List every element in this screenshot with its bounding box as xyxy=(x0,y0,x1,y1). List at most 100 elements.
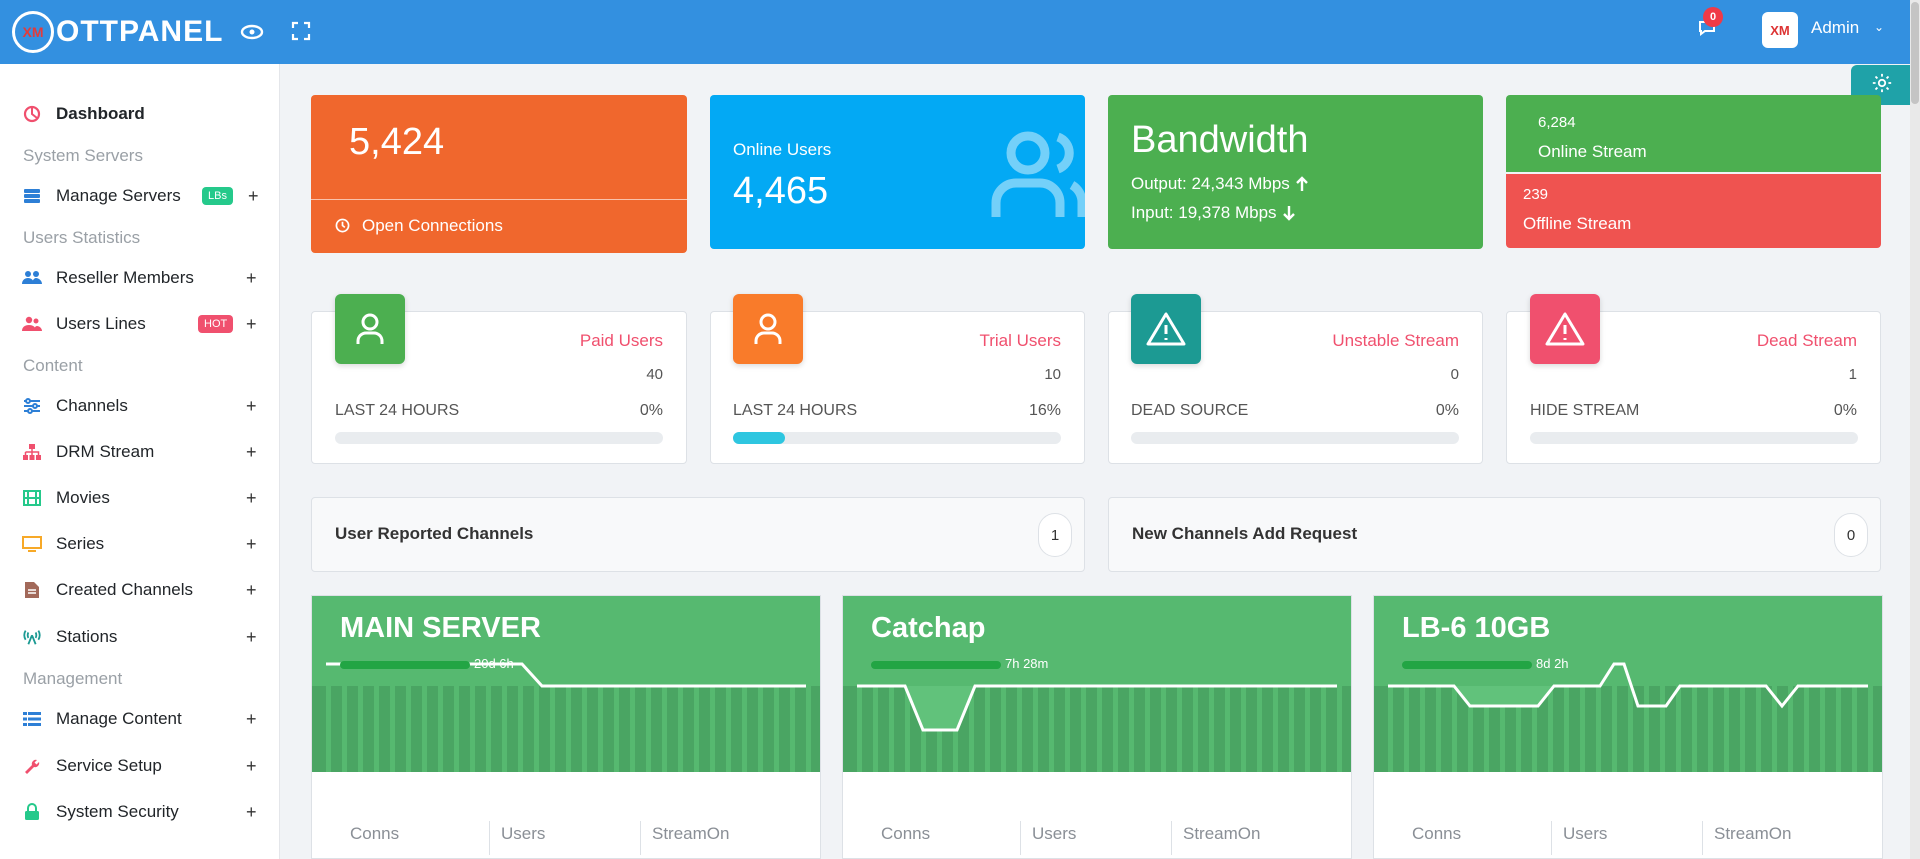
metric-sub: LAST 24 HOURS xyxy=(335,402,460,419)
divider xyxy=(489,821,490,855)
hot-badge: HOT xyxy=(198,315,234,333)
warning-icon xyxy=(1530,294,1600,364)
sidebar-item-label: Created Channels xyxy=(56,580,194,599)
expand-icon[interactable]: + xyxy=(246,708,257,729)
metric-count: 10 xyxy=(1044,366,1061,383)
chevron-down-icon[interactable]: ⌄ xyxy=(1874,20,1885,34)
sidebar-item-movies[interactable]: Movies + xyxy=(0,478,280,518)
user-name[interactable]: Admin xyxy=(1811,18,1860,37)
online-stream-card[interactable]: 6,284 Online Stream xyxy=(1506,95,1881,172)
divider xyxy=(1551,821,1552,855)
metric-pct: 16% xyxy=(1028,402,1061,419)
nav-heading-management: Management xyxy=(23,669,123,688)
sidebar-item-dashboard[interactable]: Dashboard xyxy=(0,94,280,134)
scrollbar-thumb[interactable] xyxy=(1911,2,1919,104)
metric-count: 40 xyxy=(646,366,663,383)
col-conns: Conns xyxy=(1412,824,1462,843)
eye-icon[interactable] xyxy=(240,20,264,44)
expand-icon[interactable]: + xyxy=(246,533,257,554)
expand-icon[interactable]: + xyxy=(248,185,259,206)
col-conns: Conns xyxy=(350,824,400,843)
server-card-catchap[interactable]: Catchap 7h 28m Conns Users StreamOn xyxy=(842,595,1352,859)
open-connections-card[interactable]: 5,424 Open Connections xyxy=(311,95,687,253)
count-badge: 0 xyxy=(1834,513,1868,557)
sitemap-icon xyxy=(22,442,42,462)
offline-stream-card[interactable]: 239 Offline Stream xyxy=(1506,174,1881,248)
sidebar-item-service-setup[interactable]: Service Setup + xyxy=(0,746,280,786)
expand-icon[interactable]: + xyxy=(246,313,257,334)
metric-sub: DEAD SOURCE xyxy=(1131,402,1249,419)
nav-heading-users: Users Statistics xyxy=(23,228,141,247)
sidebar-item-users-lines[interactable]: Users Lines HOT + xyxy=(0,304,280,344)
sidebar-item-reseller-members[interactable]: Reseller Members + xyxy=(0,258,280,298)
fullscreen-icon[interactable] xyxy=(290,20,312,42)
sidebar-item-created-channels[interactable]: Created Channels + xyxy=(0,570,280,610)
sidebar-item-system-security[interactable]: System Security + xyxy=(0,792,280,832)
user-reported-channels-panel[interactable]: User Reported Channels 1 xyxy=(311,497,1085,572)
expand-icon[interactable]: + xyxy=(246,626,257,647)
ip-bar xyxy=(340,660,470,669)
metric-count: 0 xyxy=(1450,366,1459,383)
user-icon xyxy=(335,294,405,364)
server-uptime: 7h 28m xyxy=(871,656,1048,671)
users-icon xyxy=(22,314,42,334)
expand-icon[interactable]: + xyxy=(246,755,257,776)
server-card-lb6[interactable]: LB-6 10GB 8d 2h Conns Users StreamOn xyxy=(1373,595,1883,859)
expand-icon[interactable]: + xyxy=(246,441,257,462)
expand-icon[interactable]: + xyxy=(246,801,257,822)
warning-icon xyxy=(1131,294,1201,364)
divider xyxy=(1020,821,1021,855)
sidebar-item-manage-content[interactable]: Manage Content + xyxy=(0,699,280,739)
broadcast-tower-icon xyxy=(22,627,42,647)
nav-heading-system: System Servers xyxy=(23,146,143,165)
sidebar-item-label: Manage Servers xyxy=(56,186,181,205)
users-icon xyxy=(988,125,1085,230)
sidebar-item-label: Movies xyxy=(56,488,110,507)
scrollbar[interactable] xyxy=(1910,0,1920,859)
metric-title: Dead Stream xyxy=(1756,331,1857,350)
sidebar-item-series[interactable]: Series + xyxy=(0,524,280,564)
online-users-label: Online Users xyxy=(733,140,832,159)
col-streamon: StreamOn xyxy=(1714,824,1792,843)
panel-label: User Reported Channels xyxy=(335,524,534,543)
col-streamon: StreamOn xyxy=(1183,824,1261,843)
expand-icon[interactable]: + xyxy=(246,487,257,508)
progress-bar xyxy=(1530,432,1858,444)
open-connections-value: 5,424 xyxy=(349,121,445,163)
sidebar-item-channels[interactable]: Channels + xyxy=(0,386,280,426)
metric-sub: HIDE STREAM xyxy=(1530,402,1640,419)
sidebar-item-manage-servers[interactable]: Manage Servers LBs + xyxy=(0,176,280,216)
metric-sub: LAST 24 HOURS xyxy=(733,402,858,419)
col-conns: Conns xyxy=(881,824,931,843)
divider xyxy=(640,821,641,855)
metric-title: Paid Users xyxy=(579,331,663,350)
divider xyxy=(1702,821,1703,855)
expand-icon[interactable]: + xyxy=(246,395,257,416)
divider xyxy=(1171,821,1172,855)
metric-pct: 0% xyxy=(639,402,663,419)
expand-icon[interactable]: + xyxy=(246,579,257,600)
nav-heading-content: Content xyxy=(23,356,83,375)
sliders-icon xyxy=(22,396,42,416)
col-users: Users xyxy=(1032,824,1077,843)
server-card-main[interactable]: MAIN SERVER 20d 6h Conns Users StreamOn xyxy=(311,595,821,859)
brand-logo[interactable]: XM OTTPANEL xyxy=(12,10,223,54)
divider xyxy=(311,199,687,200)
lbs-badge: LBs xyxy=(202,187,233,205)
sidebar-item-drm-stream[interactable]: DRM Stream + xyxy=(0,432,280,472)
progress-bar xyxy=(335,432,663,444)
expand-icon[interactable]: + xyxy=(246,267,257,288)
metric-pct: 0% xyxy=(1833,402,1857,419)
sidebar-item-stations[interactable]: Stations + xyxy=(0,617,280,657)
new-channels-request-panel[interactable]: New Channels Add Request 0 xyxy=(1108,497,1881,572)
sidebar xyxy=(0,64,280,859)
offline-stream-label: Offline Stream xyxy=(1523,214,1632,233)
server-sparkline xyxy=(312,662,820,772)
file-icon xyxy=(22,580,42,600)
avatar[interactable]: XM xyxy=(1762,12,1798,48)
online-users-card[interactable]: Online Users 4,465 xyxy=(710,95,1085,249)
ip-bar xyxy=(1402,660,1532,669)
film-icon xyxy=(22,488,42,508)
sidebar-item-label: Manage Content xyxy=(56,709,182,728)
bandwidth-card[interactable]: Bandwidth Output: 24,343 Mbps Input: 19,… xyxy=(1108,95,1483,249)
